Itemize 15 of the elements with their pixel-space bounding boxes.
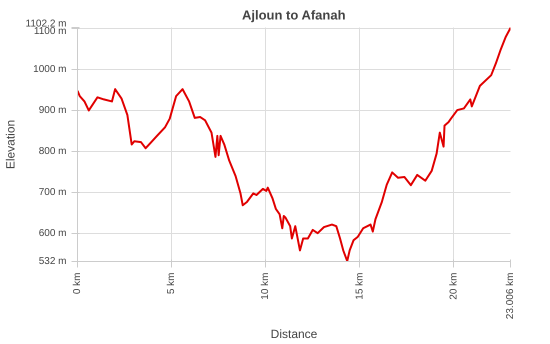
x-tick-label: 10 km — [260, 272, 272, 300]
y-tick-label: 700 m — [38, 187, 67, 198]
y-tick-label: 900 m — [38, 104, 67, 116]
y-axis-title: Elevation — [4, 120, 18, 170]
x-tick-label: 20 km — [448, 272, 460, 300]
x-axis-title: Distance — [270, 327, 318, 342]
y-tick-label: 800 m — [38, 146, 67, 158]
y-tick-label: 600 m — [38, 228, 67, 240]
x-tick-label: 23.006 km — [505, 272, 516, 320]
y-tick-label: 1000 m — [33, 64, 67, 75]
x-tick-label: 15 km — [354, 272, 366, 300]
y-tick-label: 532 m — [38, 256, 67, 267]
x-tick-label: 0 km — [72, 272, 83, 294]
chart-title: Ajloun to Afanah — [242, 8, 346, 22]
x-tick-label: 5 km — [166, 272, 178, 294]
